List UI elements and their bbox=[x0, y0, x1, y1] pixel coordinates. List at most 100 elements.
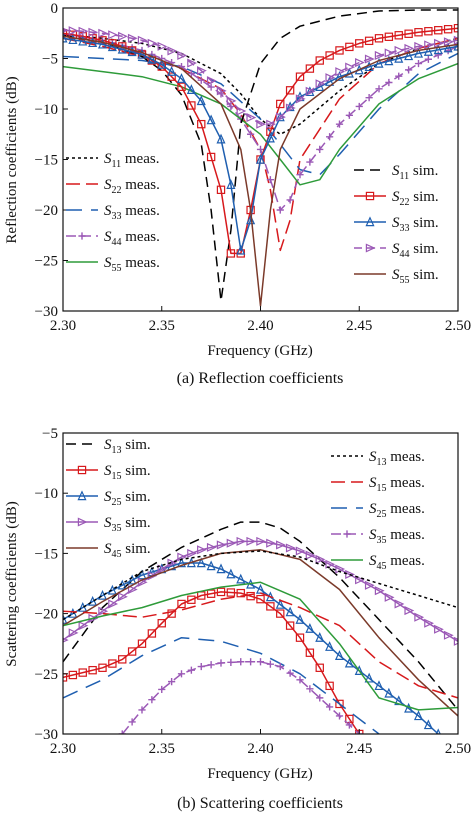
marker-s25s bbox=[354, 665, 364, 675]
marker-s44s bbox=[285, 103, 296, 113]
marker-s22s bbox=[443, 25, 453, 34]
marker-s25s bbox=[196, 557, 206, 568]
marker-s44s bbox=[414, 41, 425, 51]
marker-s35m bbox=[197, 662, 205, 671]
legend-marker bbox=[77, 465, 87, 475]
x-tick-label: 2.50 bbox=[445, 318, 471, 334]
marker-s44s bbox=[147, 38, 158, 48]
marker-s25s bbox=[216, 563, 226, 574]
marker-s44s bbox=[434, 38, 444, 48]
marker-s35m bbox=[276, 662, 284, 671]
marker-s44m bbox=[395, 72, 403, 80]
series-line-s13m bbox=[63, 550, 458, 621]
marker-s44s bbox=[108, 30, 119, 40]
marker-s33s bbox=[404, 50, 414, 61]
marker-s44s bbox=[424, 40, 435, 50]
marker-s44s bbox=[88, 27, 99, 37]
marker-s25s bbox=[315, 632, 325, 642]
y-tick-label: −25 bbox=[35, 667, 58, 683]
marker-s33s bbox=[246, 214, 256, 225]
legend-entry-s15m: S15 meas. bbox=[331, 475, 425, 494]
marker-s44s bbox=[404, 43, 415, 53]
marker-s35m bbox=[168, 678, 176, 686]
marker-s35s bbox=[187, 548, 198, 558]
legend-entry-s45s: S45 sim. bbox=[66, 541, 151, 560]
marker-s15s bbox=[137, 639, 147, 648]
y-tick-label: −15 bbox=[35, 546, 58, 562]
marker-s44s bbox=[118, 31, 128, 41]
series-line-s25s bbox=[63, 562, 439, 734]
marker-s25s bbox=[364, 672, 374, 683]
marker-s44s bbox=[68, 26, 79, 36]
marker-s35s bbox=[276, 540, 286, 550]
marker-s44m bbox=[345, 111, 353, 119]
marker-s35m bbox=[266, 660, 274, 668]
marker-s25s bbox=[285, 606, 295, 617]
marker-s33s bbox=[443, 42, 453, 53]
marker-s44m bbox=[247, 130, 255, 138]
marker-s22s bbox=[355, 39, 364, 48]
marker-s35s bbox=[68, 628, 79, 638]
marker-s35m bbox=[148, 696, 156, 704]
marker-s35s bbox=[315, 554, 326, 564]
series-group bbox=[63, 521, 458, 734]
x-tick-label: 2.30 bbox=[50, 318, 76, 334]
marker-s33s bbox=[433, 44, 443, 55]
marker-s25s bbox=[176, 557, 187, 568]
marker-s15s bbox=[315, 663, 324, 672]
marker-s44m bbox=[276, 206, 284, 214]
marker-s35m bbox=[227, 658, 235, 666]
marker-s25s bbox=[384, 687, 394, 698]
marker-s44s bbox=[206, 76, 217, 86]
marker-s33s bbox=[216, 133, 226, 144]
marker-s35s bbox=[236, 536, 247, 546]
marker-s44m bbox=[207, 83, 215, 91]
y-tick-label: 0 bbox=[51, 1, 59, 17]
marker-s35s bbox=[374, 586, 385, 596]
marker-s44s bbox=[345, 62, 356, 72]
marker-s33s bbox=[226, 179, 236, 189]
marker-s33s bbox=[255, 153, 266, 164]
marker-s25s bbox=[127, 574, 137, 585]
marker-s33s bbox=[394, 52, 404, 63]
marker-s15s bbox=[216, 587, 226, 597]
marker-s33s bbox=[206, 114, 216, 125]
marker-s35m bbox=[177, 670, 186, 678]
marker-s33s bbox=[453, 40, 458, 51]
legend-entry-s33s: S33 sim. bbox=[354, 215, 439, 234]
marker-s33s bbox=[68, 34, 78, 45]
marker-s44m bbox=[434, 51, 442, 59]
y-tick-label: −30 bbox=[35, 727, 58, 743]
marker-s15s bbox=[285, 621, 295, 630]
marker-s33s bbox=[117, 43, 127, 54]
marker-s22s bbox=[216, 185, 226, 194]
series-line-s22m bbox=[63, 37, 458, 252]
marker-s44s bbox=[266, 119, 277, 129]
legend-entry-s22m: S22 meas. bbox=[66, 177, 160, 196]
y-tick-label: −25 bbox=[35, 254, 58, 270]
marker-s35m bbox=[187, 666, 195, 674]
marker-s35s bbox=[127, 584, 138, 595]
marker-s35m bbox=[335, 712, 344, 720]
marker-s35s bbox=[108, 599, 119, 609]
marker-s22s bbox=[177, 82, 186, 91]
legend-marker bbox=[343, 530, 351, 538]
legend-entry-s11m: S11 meas. bbox=[66, 151, 159, 170]
series-line-s55m bbox=[63, 62, 458, 186]
marker-s25s bbox=[236, 573, 246, 584]
marker-s15s bbox=[226, 588, 236, 597]
legend-label: S13 sim. bbox=[104, 437, 151, 456]
marker-s44s bbox=[325, 73, 336, 83]
marker-s33s bbox=[305, 86, 315, 97]
series-line-s44s bbox=[63, 29, 458, 125]
y-axis-label: Scattering coefficients (dB) bbox=[4, 501, 20, 667]
marker-s35s bbox=[197, 545, 207, 555]
marker-s22s bbox=[394, 31, 403, 40]
marker-s44m bbox=[197, 76, 205, 84]
legend-label: S44 sim. bbox=[392, 241, 439, 260]
marker-s15s bbox=[68, 670, 78, 680]
marker-s15s bbox=[206, 589, 216, 598]
x-tick-label: 2.40 bbox=[247, 741, 273, 757]
marker-s22s bbox=[167, 72, 176, 81]
